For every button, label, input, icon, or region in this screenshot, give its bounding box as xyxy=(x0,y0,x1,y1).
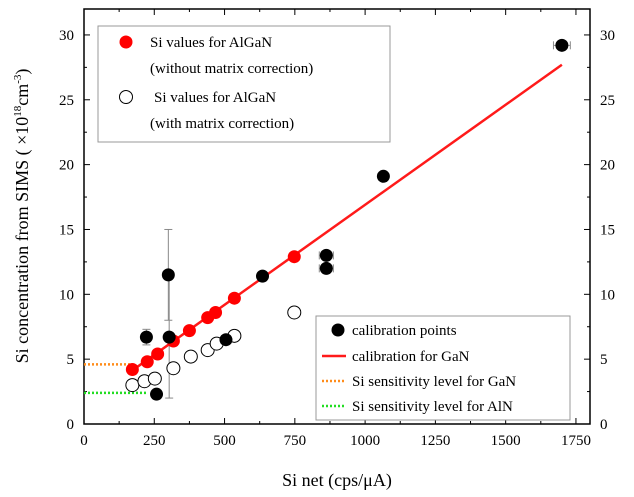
y-tick-label-right: 0 xyxy=(600,417,608,433)
sensitivity-lines xyxy=(84,363,148,395)
algan-corrected-point xyxy=(287,305,302,320)
algan-corrected-point xyxy=(147,371,162,386)
calibration-point xyxy=(162,330,176,344)
legend-black-marker xyxy=(331,323,345,337)
algan-uncorrected-point xyxy=(140,355,154,369)
y-tick-label-right: 20 xyxy=(600,158,615,174)
x-tick-label: 750 xyxy=(284,433,307,449)
algan-uncorrected-point xyxy=(151,347,165,361)
x-tick-label: 1000 xyxy=(350,433,380,449)
y-tick-label-left: 30 xyxy=(59,28,74,44)
y-tick-label-left: 0 xyxy=(67,417,75,433)
data-points xyxy=(125,38,569,401)
y-tick-label-right: 10 xyxy=(600,287,615,303)
calibration-point xyxy=(150,387,164,401)
algan-uncorrected-point xyxy=(287,250,301,264)
legend-top-entry-2-line-1: Si values for AlGaN xyxy=(154,90,276,106)
y-axis-title-close: ) xyxy=(12,69,33,75)
calibration-point xyxy=(139,330,153,344)
algan-uncorrected-point xyxy=(209,305,223,319)
algan-corrected-point xyxy=(183,349,198,364)
x-tick-label: 500 xyxy=(213,433,236,449)
x-tick-label: 0 xyxy=(80,433,88,449)
x-tick-label: 1250 xyxy=(420,433,450,449)
y-tick-label-left: 25 xyxy=(59,93,74,109)
algan-corrected-point xyxy=(125,378,140,393)
legend-open-marker xyxy=(119,90,133,104)
x-tick-label: 1750 xyxy=(561,433,591,449)
y-axis-title-unit: cm xyxy=(12,84,32,106)
y-tick-label-left: 20 xyxy=(59,158,74,174)
calibration-point xyxy=(161,268,175,282)
plot-frame xyxy=(83,8,591,425)
y-tick-label-right: 30 xyxy=(600,28,615,44)
y-axis-title-exp: 18 xyxy=(12,105,24,117)
y-tick-label-left: 5 xyxy=(67,352,75,368)
calibration-point xyxy=(555,38,569,52)
algan-uncorrected-point xyxy=(182,324,196,338)
y-tick-label-right: 5 xyxy=(600,352,608,368)
legend-top-entry-1-line-2: (without matrix correction) xyxy=(150,61,313,77)
legend-bottom-box xyxy=(315,315,571,421)
legend-bottom-entry-3: Si sensitivity level for GaN xyxy=(352,374,516,390)
algan-uncorrected-point xyxy=(227,291,241,305)
x-tick-label: 250 xyxy=(143,433,166,449)
legend-top-entry-2-line-2: (with matrix correction) xyxy=(150,116,294,132)
legend-bottom-entry-2: calibration for GaN xyxy=(352,349,470,365)
algan-corrected-point xyxy=(166,361,181,376)
y-tick-label-right: 25 xyxy=(600,93,615,109)
y-tick-label-left: 10 xyxy=(59,287,74,303)
y-tick-label-left: 15 xyxy=(59,222,74,238)
calibration-point xyxy=(219,333,233,347)
legend-top-entry-1-line-1: Si values for AlGaN xyxy=(150,35,272,51)
y-axis-title: Si concentration from SIMS ( ×1018cm-3) xyxy=(12,69,33,364)
legend-bottom-entry-1: calibration points xyxy=(352,323,457,339)
calibration-point xyxy=(319,248,333,262)
legend-bottom: calibration points calibration for GaN S… xyxy=(315,315,571,421)
calibration-point xyxy=(376,169,390,183)
legend-top-box xyxy=(97,25,391,143)
calibration-point xyxy=(256,269,270,283)
x-axis-title: Si net (cps/μA) xyxy=(282,470,392,491)
calibration-point xyxy=(319,261,333,275)
y-axis-title-main: Si concentration from SIMS ( ×10 xyxy=(12,117,33,364)
y-axis-title-unit-exp: -3 xyxy=(12,74,24,84)
x-tick-label: 1500 xyxy=(491,433,521,449)
legend-top: Si values for AlGaN (without matrix corr… xyxy=(97,25,391,143)
y-tick-label-right: 15 xyxy=(600,222,615,238)
algan-uncorrected-point xyxy=(125,363,139,377)
legend-bottom-entry-4: Si sensitivity level for AlN xyxy=(352,399,513,415)
legend-red-marker xyxy=(119,35,133,49)
